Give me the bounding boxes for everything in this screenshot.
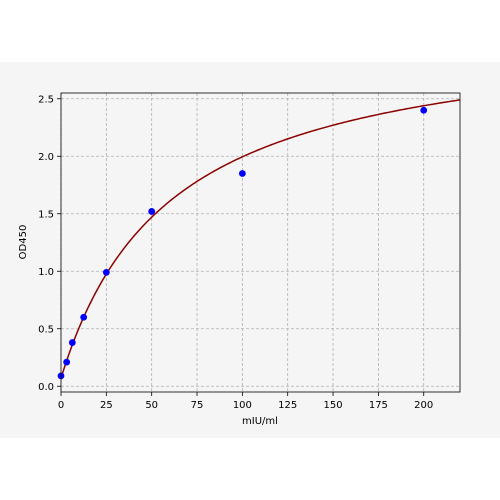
- x-tick-label: 150: [323, 400, 342, 411]
- x-axis-label: mIU/ml: [242, 416, 278, 427]
- x-tick-label: 100: [233, 400, 252, 411]
- standard-curve-chart: 0 25 50 75 100 125 150 175 200 0.0 0.5 1.0 1.5 2.0 2.…: [18, 92, 461, 427]
- y-tick-label: 2.5: [38, 94, 54, 105]
- x-axis-ticks: 0 25 50 75 100 125 150 175 200: [58, 392, 433, 411]
- chart-figure: 0 25 50 75 100 125 150 175 200 0.0 0.5 1.0 1.5 2.0 2.…: [0, 62, 500, 438]
- data-point: [148, 208, 156, 215]
- x-tick-label: 175: [369, 400, 388, 411]
- y-axis-label: OD450: [18, 225, 29, 260]
- fit-curve-line: [60, 99, 461, 379]
- x-tick-label: 200: [414, 400, 433, 411]
- plot-frame: [60, 92, 461, 393]
- x-tick-label: 75: [191, 400, 204, 411]
- y-tick-label: 1.5: [38, 209, 54, 220]
- x-tick-label: 125: [278, 400, 297, 411]
- grid-lines: [60, 93, 460, 392]
- y-axis-ticks: 0.0 0.5 1.0 1.5 2.0 2.5: [38, 94, 61, 393]
- data-point: [80, 313, 88, 321]
- x-tick-label: 25: [100, 400, 113, 411]
- data-point: [238, 170, 246, 177]
- y-tick-label: 2.0: [38, 152, 54, 163]
- plot-area: [61, 93, 460, 392]
- y-tick-label: 1.0: [38, 267, 54, 278]
- data-point: [63, 358, 71, 366]
- y-tick-label: 0.5: [38, 324, 54, 335]
- fit-curve-layer: [60, 99, 461, 379]
- x-tick-label: 50: [145, 400, 158, 411]
- x-tick-label: 0: [58, 400, 64, 411]
- data-point: [420, 106, 428, 114]
- y-tick-label: 0.0: [38, 382, 54, 393]
- data-point: [102, 269, 110, 276]
- data-point: [68, 339, 76, 346]
